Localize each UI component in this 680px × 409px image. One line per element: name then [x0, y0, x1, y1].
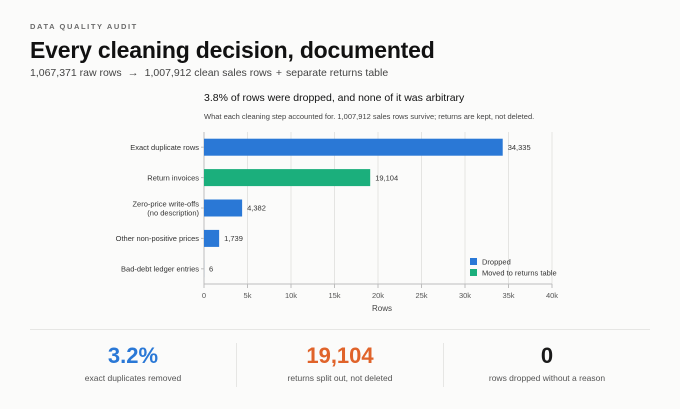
- page-subtitle: 1,067,371 raw rows → 1,007,912 clean sales…: [30, 67, 388, 79]
- bar-chart: 3.8% of rows were dropped, and none of i…: [116, 92, 559, 313]
- stat-unexplained-value: 0: [540, 343, 554, 368]
- y-category-label: Bad-debt ledger entries: [121, 265, 199, 274]
- eyebrow-label: DATA QUALITY AUDIT: [30, 22, 138, 31]
- bar: [204, 138, 503, 156]
- stat-returns: 19,104 returns split out, not deleted: [237, 343, 443, 383]
- legend-label: Moved to returns table: [482, 269, 557, 278]
- stat-returns-label: returns split out, not deleted: [287, 373, 393, 383]
- y-category-label: Zero-price write-offs (no description): [132, 200, 199, 218]
- plus-icon: +: [275, 67, 283, 79]
- stat-separator: [236, 343, 237, 387]
- bar: [204, 169, 371, 187]
- x-axis-label: Rows: [372, 304, 392, 313]
- x-tick-label: 30k: [459, 291, 471, 300]
- x-tick-label: 0: [202, 291, 206, 300]
- stat-separator: [443, 343, 444, 387]
- stat-duplicates: 3.2% exact duplicates removed: [30, 343, 236, 383]
- y-category-label: Exact duplicate rows: [130, 143, 199, 152]
- bar-value-label: 6: [209, 265, 213, 274]
- returns-table-text: separate returns table: [286, 67, 389, 79]
- chart-subtitle: What each cleaning step accounted for. 1…: [204, 112, 534, 121]
- x-tick-label: 5k: [244, 291, 252, 300]
- x-tick-label: 15k: [328, 291, 340, 300]
- bar-value-label: 1,739: [224, 234, 243, 243]
- page-title: Every cleaning decision, documented: [30, 37, 435, 63]
- legend-swatch: [470, 269, 477, 276]
- x-tick-label: 10k: [285, 291, 297, 300]
- arrow-right-icon: →: [127, 67, 139, 79]
- x-tick-label: 20k: [372, 291, 384, 300]
- legend-swatch: [470, 258, 477, 265]
- legend-label: Dropped: [482, 258, 511, 267]
- y-category-label: Other non-positive prices: [116, 234, 200, 243]
- stat-duplicates-label: exact duplicates removed: [84, 373, 182, 383]
- raw-rows-text: 1,067,371 raw rows: [30, 67, 122, 79]
- x-tick-label: 25k: [415, 291, 427, 300]
- stat-unexplained: 0 rows dropped without a reason: [444, 343, 650, 383]
- clean-rows-text: 1,007,912 clean sales rows: [144, 67, 272, 79]
- bar-value-label: 19,104: [375, 173, 398, 182]
- stat-duplicates-value: 3.2%: [107, 343, 159, 368]
- y-category-label: Return invoices: [147, 173, 199, 182]
- x-tick-label: 40k: [546, 291, 558, 300]
- bar: [204, 229, 220, 247]
- stat-returns-value: 19,104: [306, 343, 374, 368]
- bar: [204, 199, 243, 217]
- stat-unexplained-label: rows dropped without a reason: [488, 373, 606, 383]
- x-tick-label: 35k: [502, 291, 514, 300]
- bar-value-label: 34,335: [508, 143, 531, 152]
- bar-value-label: 4,382: [247, 204, 266, 213]
- chart-title: 3.8% of rows were dropped, and none of i…: [204, 92, 465, 104]
- divider: [30, 329, 650, 330]
